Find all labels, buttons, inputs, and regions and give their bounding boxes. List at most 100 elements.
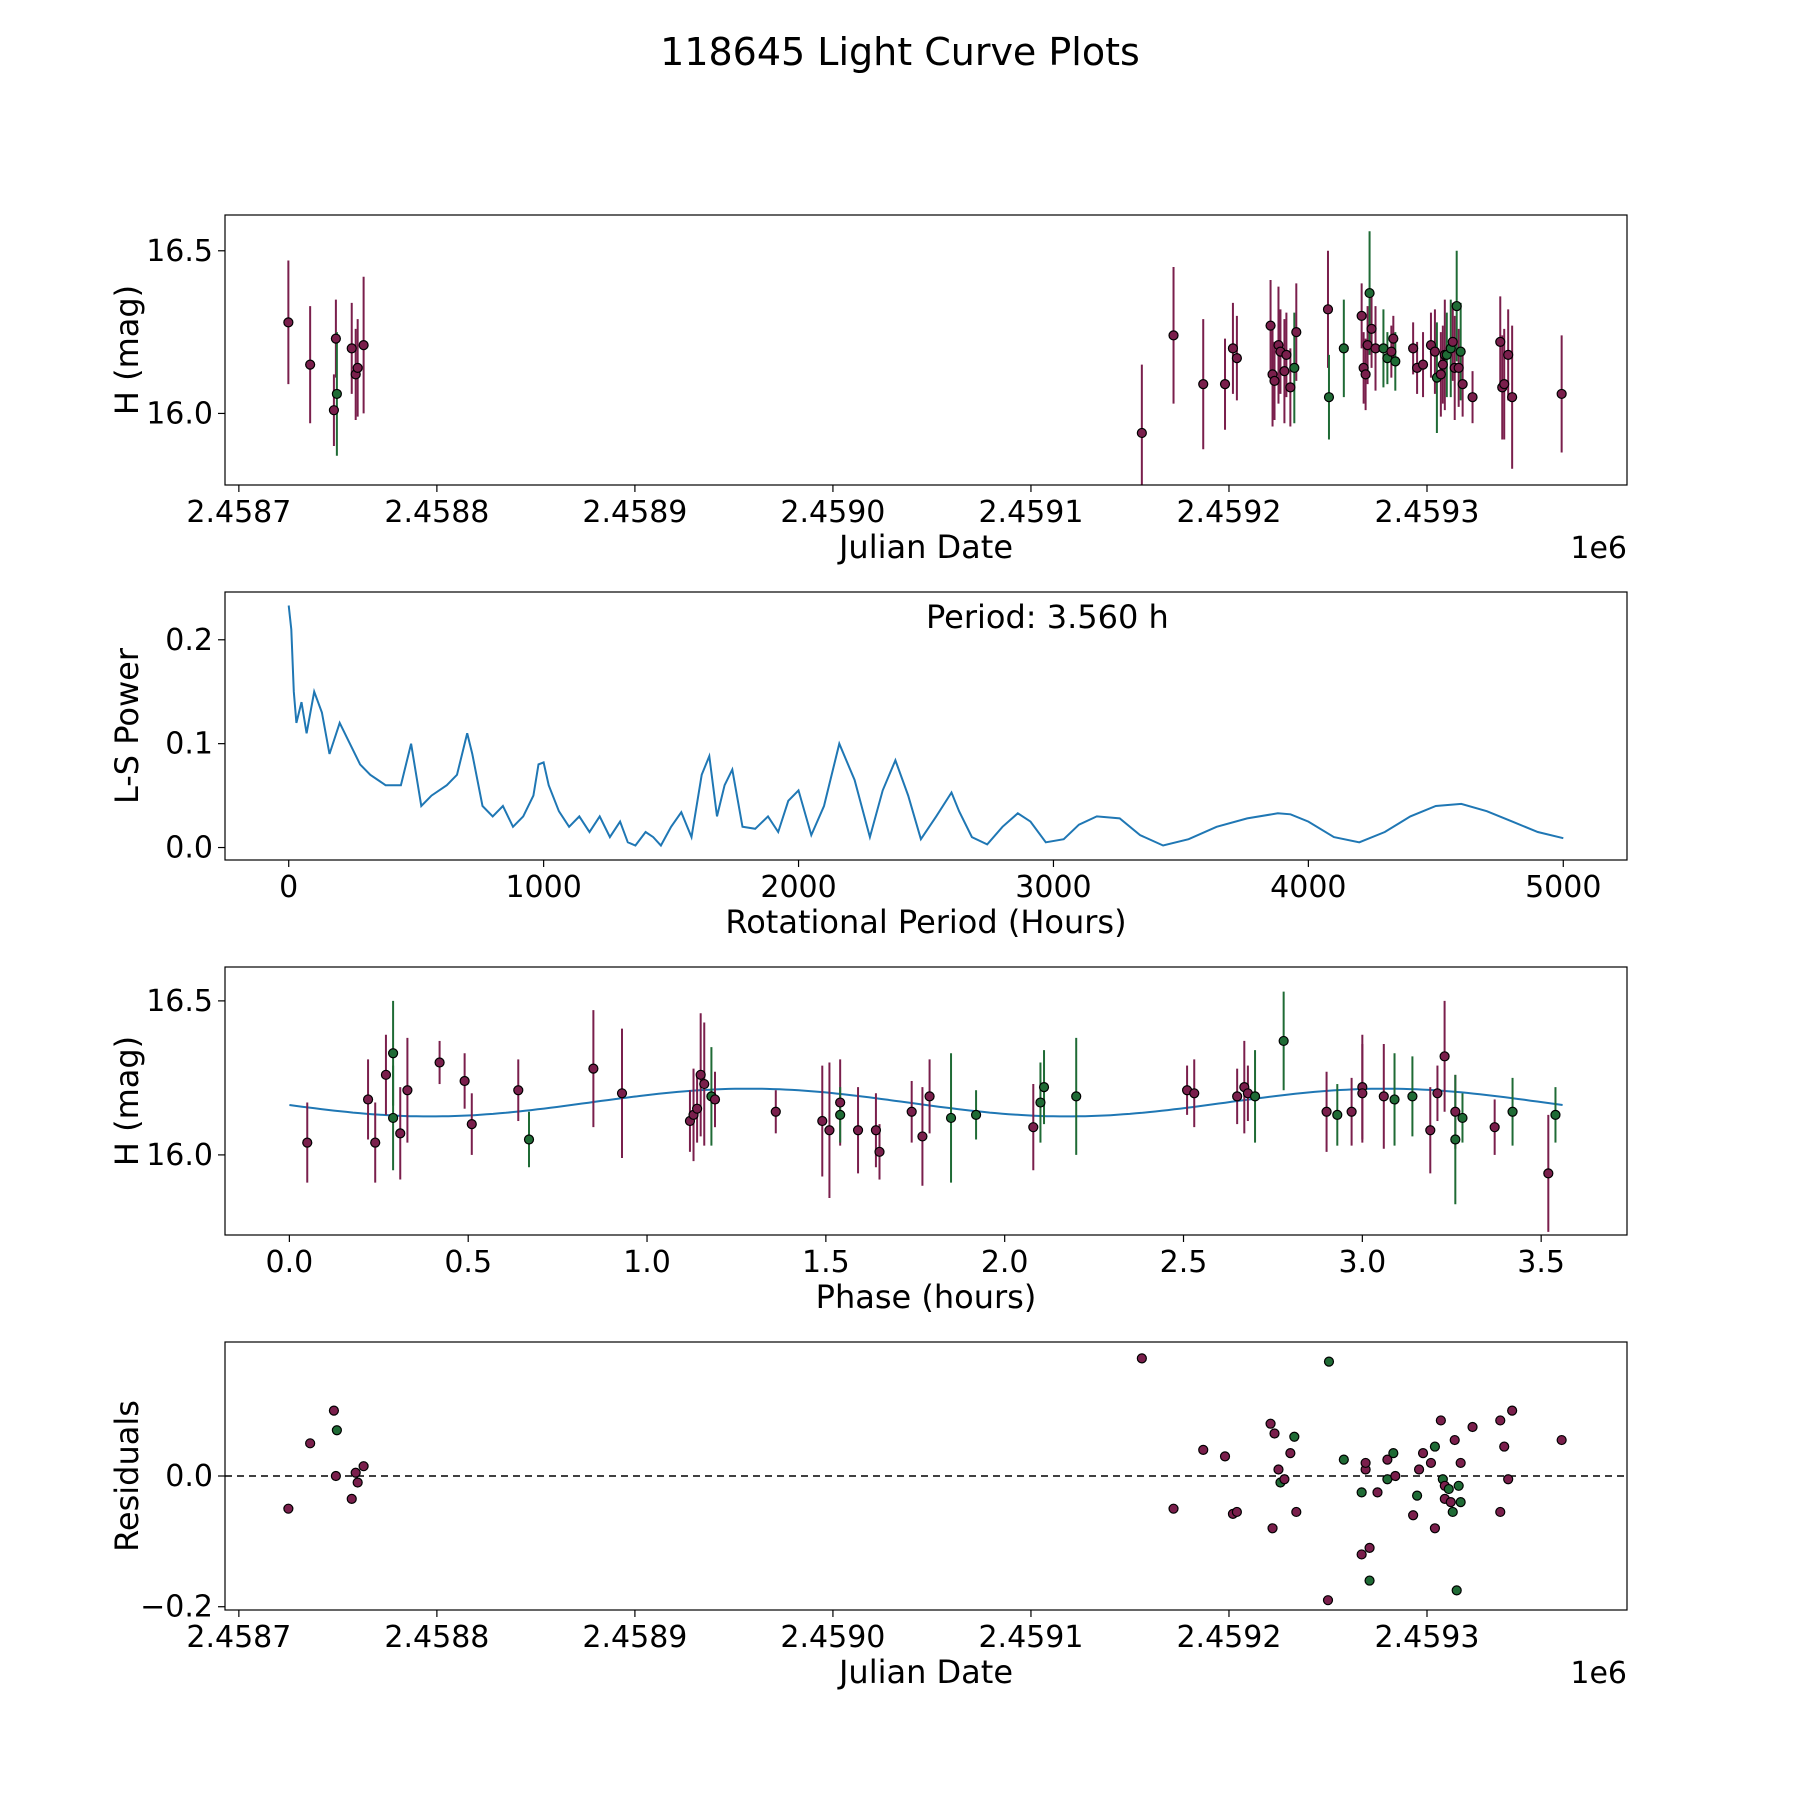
x-tick-label: 2.4589 — [582, 1620, 687, 1655]
data-point — [1453, 362, 1464, 373]
data-point — [1357, 1088, 1368, 1099]
x-tick-label: 1000 — [505, 870, 581, 905]
data-point — [1447, 336, 1458, 347]
y-tick-label: 16.0 — [146, 1138, 213, 1173]
panel-ls: 0 1000 2000 3000 4000 5000 0.0 0.1 0.2 Rotational… — [108, 591, 1628, 941]
data-point — [358, 340, 369, 351]
plot-area — [283, 231, 1567, 485]
data-point — [387, 1048, 399, 1059]
x-tick-label: 2.4592 — [1176, 495, 1281, 530]
data-point — [1323, 1356, 1335, 1367]
data-point — [380, 1069, 392, 1080]
x-tick-label: 2.5 — [1160, 1245, 1208, 1280]
data-point — [1556, 388, 1567, 400]
data-point — [1382, 1454, 1393, 1465]
data-point — [1455, 1457, 1466, 1469]
model-curve — [289, 1087, 1563, 1118]
data-point — [1425, 1125, 1436, 1136]
x-tick-label: 0.0 — [266, 1245, 314, 1280]
y-axis-label: H (mag) — [108, 285, 146, 415]
data-point — [1219, 1451, 1231, 1462]
data-point — [1265, 320, 1276, 331]
x-tick-label: 1.0 — [623, 1245, 671, 1280]
data-point — [1543, 1168, 1554, 1179]
data-point — [1453, 1480, 1464, 1491]
data-point — [917, 1131, 928, 1142]
x-tick-label: 3.5 — [1517, 1245, 1565, 1280]
x-tick-label: 1.5 — [802, 1245, 850, 1280]
data-point — [1455, 1497, 1466, 1508]
data-point — [1429, 1441, 1441, 1452]
data-point — [1136, 1353, 1147, 1364]
data-point — [1136, 427, 1147, 439]
data-point — [1467, 1421, 1478, 1433]
data-point — [1372, 1487, 1383, 1498]
data-point — [835, 1109, 846, 1120]
panels: 2.4587 2.4588 2.4589 2.4590 2.4591 2.4592 2.45… — [108, 214, 1628, 1691]
data-point — [1273, 1464, 1284, 1475]
data-point — [346, 343, 357, 354]
data-point — [1407, 1091, 1418, 1102]
data-point — [1285, 1448, 1296, 1459]
data-point — [1495, 1506, 1506, 1518]
data-point — [330, 333, 341, 344]
data-point — [1356, 310, 1367, 321]
data-point — [362, 1094, 374, 1105]
y-tick-label: 0.2 — [165, 623, 213, 658]
data-point — [1249, 1091, 1261, 1102]
data-point — [1489, 1122, 1500, 1133]
data-point — [434, 1057, 445, 1068]
x-tick-label: 2.4589 — [582, 495, 687, 530]
data-point — [1451, 1585, 1462, 1596]
data-point — [1411, 1490, 1423, 1501]
axes-frame — [224, 966, 1628, 1236]
data-point — [1291, 327, 1302, 338]
data-point — [1168, 1503, 1179, 1514]
data-point — [370, 1137, 381, 1148]
data-point — [1447, 1506, 1458, 1518]
x-offset-label: 1e6 — [1570, 531, 1627, 566]
x-axis-label: Rotational Period (Hours) — [725, 903, 1126, 941]
y-axis-label: H (mag) — [108, 1036, 146, 1166]
data-point — [1364, 1575, 1375, 1586]
data-point — [770, 1106, 781, 1117]
x-tick-label: 2.0 — [981, 1245, 1029, 1280]
data-point — [835, 1097, 846, 1108]
x-tick-label: 5000 — [1525, 870, 1601, 905]
data-point — [1449, 1434, 1460, 1446]
data-point — [350, 1467, 361, 1478]
data-point — [1289, 1431, 1300, 1442]
y-tick-label: 16.5 — [146, 984, 213, 1019]
data-point — [1231, 353, 1242, 364]
data-point — [817, 1115, 828, 1127]
data-point — [1278, 1035, 1289, 1047]
data-point — [1550, 1109, 1561, 1120]
data-point — [466, 1119, 477, 1130]
y-tick-label: 0.0 — [165, 1459, 213, 1494]
data-point — [1435, 1415, 1446, 1426]
data-point — [395, 1128, 406, 1139]
data-point — [331, 388, 342, 400]
x-tick-label: 2.4587 — [186, 495, 291, 530]
data-point — [1289, 362, 1300, 373]
data-point — [1321, 1106, 1332, 1117]
data-point — [709, 1094, 721, 1105]
data-point — [1189, 1088, 1200, 1099]
figure-title: 118645 Light Curve Plots — [660, 30, 1140, 74]
data-point — [1417, 1448, 1429, 1459]
data-point — [1445, 1497, 1456, 1508]
plot-area — [287, 605, 1564, 848]
data-point — [1338, 1454, 1349, 1465]
data-point — [1279, 366, 1290, 377]
data-point — [1503, 1474, 1514, 1485]
axes-frame — [224, 214, 1628, 486]
data-point — [692, 1103, 703, 1114]
data-point — [305, 1438, 316, 1449]
x-tick-label: 2.4590 — [780, 495, 885, 530]
data-point — [824, 1125, 835, 1136]
panel-phase: 0.0 0.5 1.0 1.5 2.0 2.5 3.0 3.5 16.0 16.5 Phase (h… — [108, 966, 1628, 1316]
y-tick-label: 0.0 — [165, 831, 213, 866]
data-point — [699, 1078, 710, 1090]
x-tick-label: 2.4588 — [384, 495, 489, 530]
